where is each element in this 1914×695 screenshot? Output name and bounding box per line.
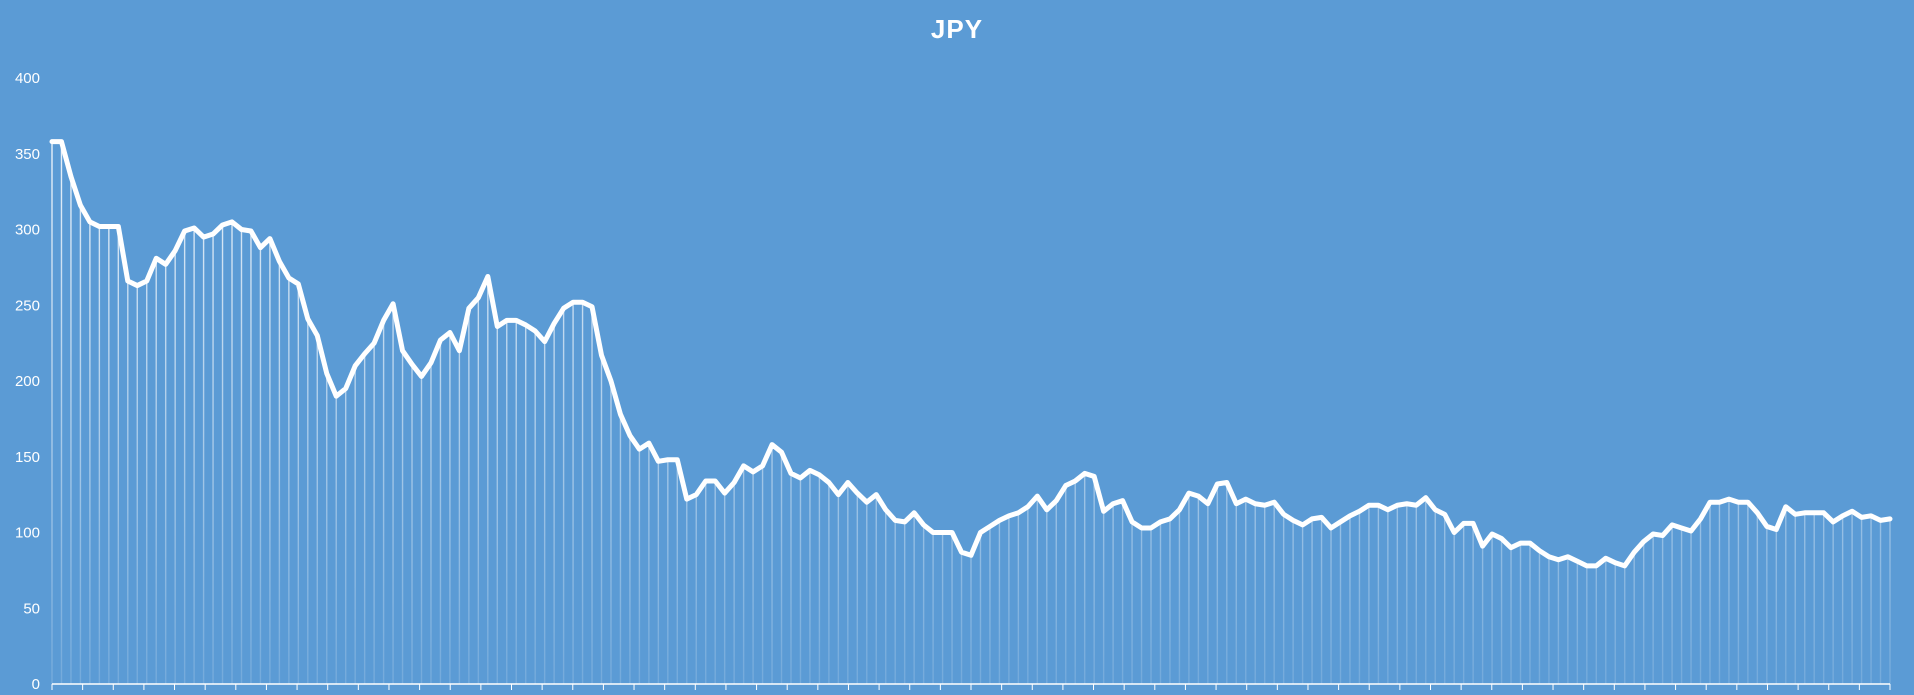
y-tick-label: 100 xyxy=(15,525,40,542)
y-tick-label: 250 xyxy=(15,297,40,314)
chart-title: JPY xyxy=(930,14,984,44)
y-tick-label: 50 xyxy=(23,600,40,617)
y-tick-label: 400 xyxy=(15,70,40,87)
y-tick-label: 300 xyxy=(15,222,40,239)
y-tick-label: 0 xyxy=(32,676,40,693)
y-tick-label: 350 xyxy=(15,146,40,163)
series-line xyxy=(49,139,1893,569)
y-tick-label: 200 xyxy=(15,373,40,390)
y-tick-label: 150 xyxy=(15,449,40,466)
